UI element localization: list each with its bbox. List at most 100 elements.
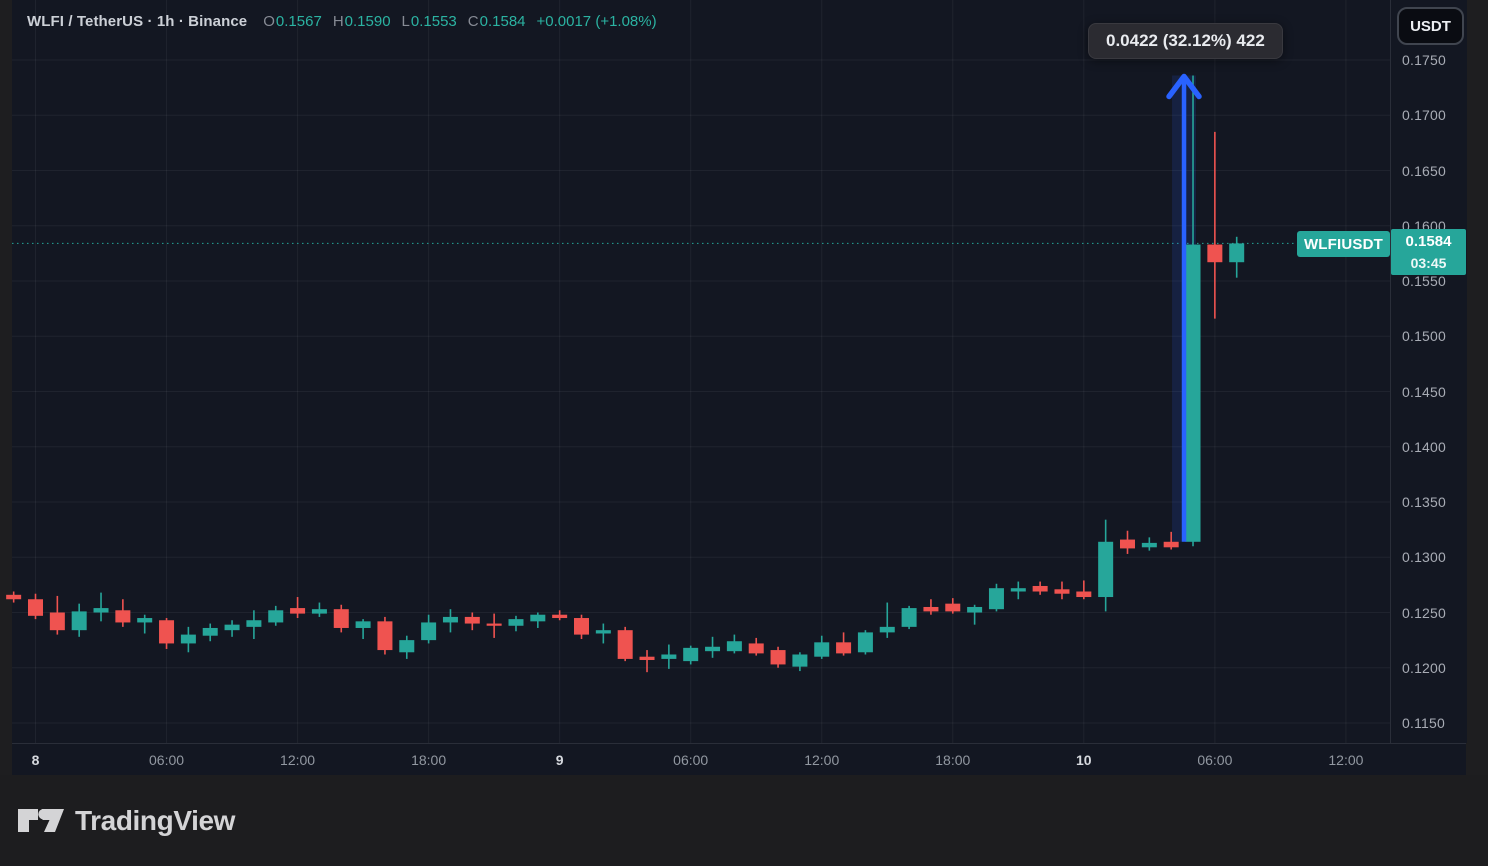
candle[interactable] <box>421 622 437 641</box>
change-readout: +0.0017 (+1.08%) <box>536 13 657 30</box>
tradingview-logo-icon <box>18 809 64 832</box>
time-tick-label: 18:00 <box>935 752 971 768</box>
candle[interactable] <box>792 654 808 667</box>
time-tick-label: 06:00 <box>673 752 709 768</box>
chart-canvas[interactable] <box>0 0 1390 743</box>
candle[interactable] <box>28 599 43 616</box>
candle[interactable] <box>1163 541 1179 548</box>
price-tick-label: 0.1750 <box>1402 52 1447 68</box>
candle[interactable] <box>967 606 983 613</box>
time-tick-label: 06:00 <box>1197 752 1233 768</box>
candle[interactable] <box>1207 244 1223 263</box>
candle[interactable] <box>224 624 240 631</box>
candle[interactable] <box>377 621 393 651</box>
candle[interactable] <box>1054 589 1070 594</box>
candle[interactable] <box>49 612 65 631</box>
candle[interactable] <box>137 618 153 623</box>
candle[interactable] <box>945 603 961 612</box>
candle[interactable] <box>202 627 218 636</box>
last-price-axis-label: 0.1584 03:45 <box>1391 229 1466 275</box>
candle[interactable] <box>595 630 611 634</box>
chart-pane[interactable] <box>0 0 1390 743</box>
price-axis[interactable]: 0.1750 0.1700 0.1650 0.1600 0.1550 0.1500 0.14… <box>1390 0 1467 743</box>
price-tick-label: 0.1350 <box>1402 494 1447 510</box>
candle[interactable] <box>1229 243 1245 263</box>
candle[interactable] <box>246 620 262 627</box>
high-label: H <box>332 13 344 30</box>
candle[interactable] <box>705 646 721 652</box>
candle[interactable] <box>268 610 284 623</box>
candle[interactable] <box>399 640 415 653</box>
price-tick-label: 0.1500 <box>1402 328 1447 345</box>
price-tick-label: 0.1400 <box>1402 438 1447 455</box>
candle[interactable] <box>1032 585 1048 592</box>
time-axis[interactable]: 8 06:00 12:00 18:00 9 06:00 12:00 18:00 10 06:00 1… <box>0 743 1466 776</box>
time-tick-day-label: 8 <box>31 752 40 768</box>
price-tick-label: 0.1550 <box>1402 273 1447 289</box>
candle[interactable] <box>901 608 917 627</box>
candle[interactable] <box>857 632 873 653</box>
candle[interactable] <box>333 609 349 628</box>
candle[interactable] <box>1010 588 1026 592</box>
candle[interactable] <box>879 626 895 633</box>
candle[interactable] <box>311 609 327 614</box>
open-value: 0.1567 <box>275 13 322 30</box>
footer-bar: TradingView <box>0 775 1488 866</box>
candle[interactable] <box>6 594 22 600</box>
tradingview-brand-text: TradingView <box>75 804 236 836</box>
tradingview-brand[interactable]: TradingView <box>18 805 235 837</box>
symbol-title[interactable]: WLFI / TetherUS · 1h · Binance <box>27 13 248 30</box>
open-label: O <box>263 13 275 30</box>
candle[interactable] <box>180 634 196 644</box>
candle[interactable] <box>617 630 633 659</box>
candle[interactable] <box>836 642 852 654</box>
candle[interactable] <box>726 641 742 652</box>
low-value: 0.1553 <box>410 13 457 30</box>
candle[interactable] <box>770 650 786 665</box>
candle[interactable] <box>574 618 589 635</box>
time-tick-label: 12:00 <box>280 752 316 768</box>
close-value: 0.1584 <box>479 13 526 30</box>
left-margin-strip <box>0 0 12 775</box>
price-tick-label: 0.1650 <box>1402 162 1447 179</box>
candle[interactable] <box>530 614 546 622</box>
candle[interactable] <box>115 610 131 623</box>
time-tick-day-label: 10 <box>1076 752 1092 768</box>
price-tick-label: 0.1200 <box>1402 659 1447 676</box>
candle[interactable] <box>1098 541 1114 598</box>
candle[interactable] <box>639 656 655 661</box>
high-value: 0.1590 <box>344 13 391 30</box>
candle[interactable] <box>464 616 480 624</box>
candle[interactable] <box>159 620 175 644</box>
time-tick-label: 06:00 <box>149 752 185 768</box>
candle[interactable] <box>93 608 109 613</box>
low-label: L <box>401 13 410 30</box>
candle[interactable] <box>1076 591 1092 598</box>
candle[interactable] <box>508 619 524 626</box>
price-tick-label: 0.1300 <box>1402 549 1447 566</box>
candle[interactable] <box>1120 539 1135 549</box>
time-tick-label: 12:00 <box>1328 752 1364 768</box>
time-tick-day-label: 9 <box>555 752 564 768</box>
measure-arrow-head[interactable] <box>1166 73 1202 100</box>
currency-toggle-button[interactable]: USDT <box>1397 7 1464 45</box>
candle[interactable] <box>1185 244 1201 542</box>
candle[interactable] <box>486 623 502 626</box>
right-margin-strip <box>1466 0 1488 775</box>
candle[interactable] <box>683 647 699 662</box>
candle[interactable] <box>814 642 830 657</box>
symbol-header: WLFI / TetherUS · 1h · Binance O0.1567 H0.… <box>27 13 657 30</box>
candle[interactable] <box>355 621 371 628</box>
candle[interactable] <box>923 606 939 612</box>
candle[interactable] <box>552 614 568 619</box>
candle[interactable] <box>442 616 458 623</box>
candle[interactable] <box>290 608 306 614</box>
candle[interactable] <box>988 588 1004 610</box>
candle[interactable] <box>1141 542 1157 548</box>
price-tick-label: 0.1150 <box>1402 715 1445 731</box>
candle[interactable] <box>748 643 764 654</box>
time-tick-label: 18:00 <box>411 752 447 768</box>
candle[interactable] <box>661 654 677 659</box>
candle[interactable] <box>71 611 87 631</box>
